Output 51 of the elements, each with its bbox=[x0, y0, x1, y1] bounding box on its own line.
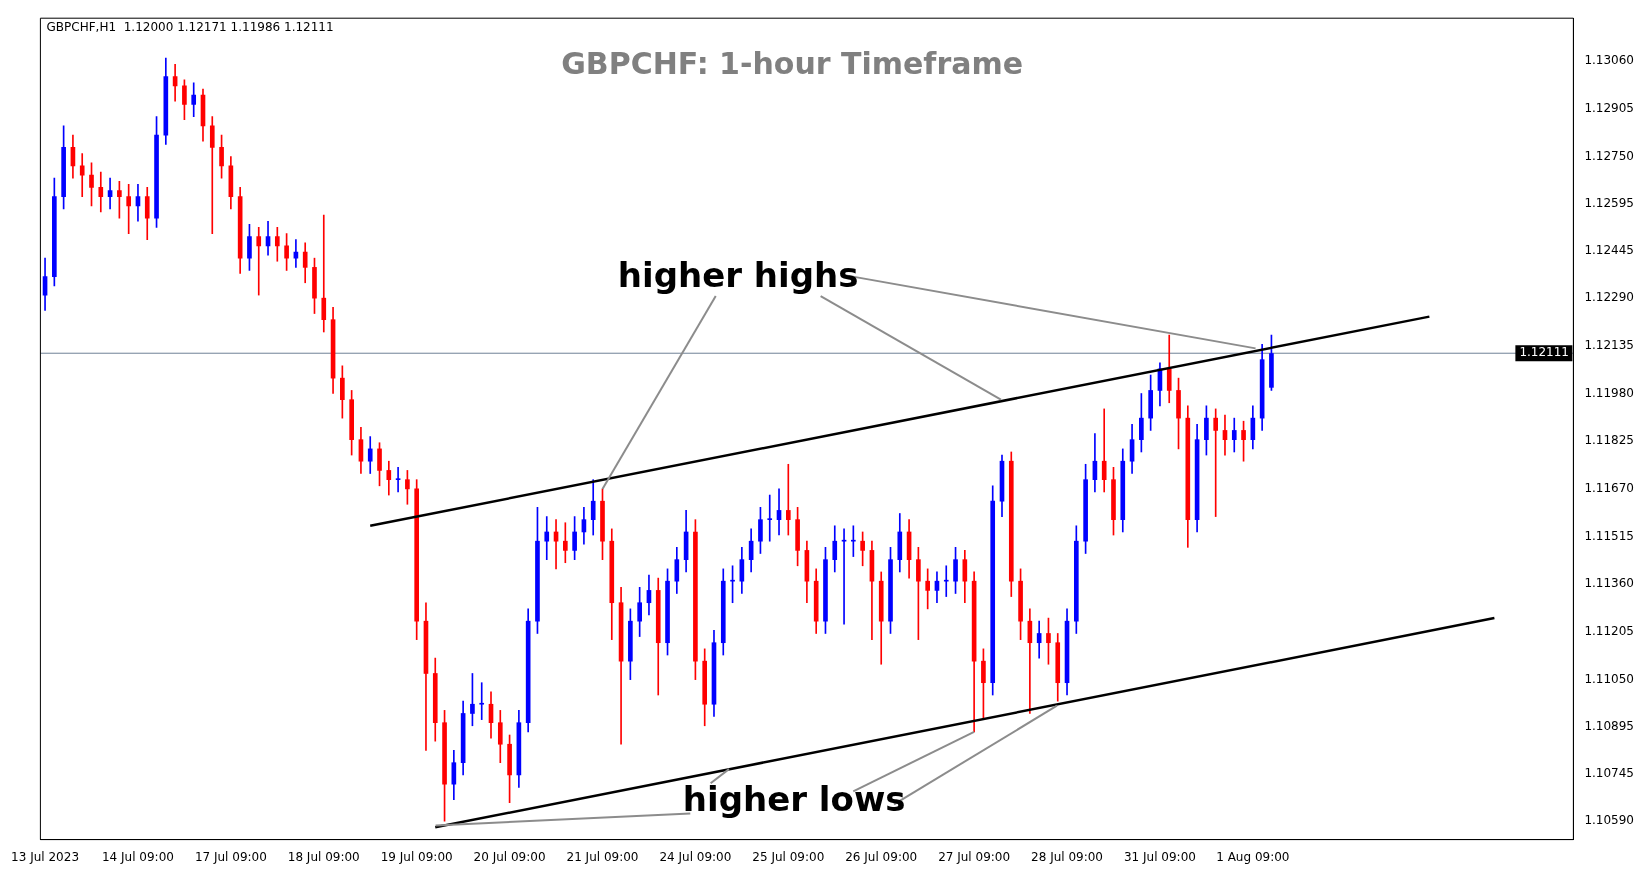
y-tick-label: 1.11515 bbox=[1584, 528, 1634, 543]
annotation: higher lows bbox=[682, 779, 906, 820]
candlestick bbox=[98, 171, 104, 213]
x-tick-label: 31 Jul 09:00 bbox=[1123, 849, 1196, 864]
x-tick-label: 28 Jul 09:00 bbox=[1031, 849, 1104, 864]
x-tick-label: 13 Jul 2023 bbox=[11, 849, 80, 864]
candlestick bbox=[321, 214, 327, 333]
candlestick bbox=[943, 565, 949, 597]
y-tick-label: 1.11205 bbox=[1584, 624, 1634, 639]
x-tick-label: 21 Jul 09:00 bbox=[566, 849, 639, 864]
y-tick-label: 1.12905 bbox=[1584, 101, 1634, 116]
x-tick-label: 24 Jul 09:00 bbox=[659, 849, 732, 864]
candlestick bbox=[79, 153, 85, 197]
x-tick-label: 19 Jul 09:00 bbox=[380, 849, 453, 864]
x-tick-label: 17 Jul 09:00 bbox=[194, 849, 267, 864]
y-tick-label: 1.10895 bbox=[1584, 719, 1634, 734]
x-tick-label: 26 Jul 09:00 bbox=[845, 849, 918, 864]
y-tick-label: 1.11360 bbox=[1584, 576, 1634, 591]
y-tick-label: 1.11825 bbox=[1584, 433, 1634, 448]
y-tick-label: 1.12290 bbox=[1584, 290, 1634, 305]
x-tick-label: 18 Jul 09:00 bbox=[287, 849, 360, 864]
y-tick-label: 1.10590 bbox=[1584, 813, 1634, 828]
y-tick-label: 1.12135 bbox=[1584, 337, 1634, 352]
y-tick-label: 1.11670 bbox=[1584, 481, 1634, 496]
y-tick-label: 1.12595 bbox=[1584, 196, 1634, 211]
ref-line-label: 1.12111 bbox=[1519, 345, 1569, 360]
y-tick-label: 1.13060 bbox=[1584, 53, 1634, 68]
y-tick-label: 1.12750 bbox=[1584, 148, 1634, 163]
x-tick-label: 27 Jul 09:00 bbox=[938, 849, 1011, 864]
candlestick bbox=[395, 467, 401, 493]
text: GBPCHF: 1-hour Timeframe bbox=[561, 46, 1024, 82]
candlestick bbox=[1213, 408, 1219, 517]
candlestick bbox=[479, 682, 485, 720]
y-tick-label: 1.10745 bbox=[1584, 765, 1634, 780]
annotation: GBPCHF,H1 1.12000 1.12171 1.11986 1.12111 bbox=[46, 20, 334, 35]
y-tick-label: 1.12445 bbox=[1584, 242, 1634, 257]
x-tick-label: 25 Jul 09:00 bbox=[752, 849, 825, 864]
x-tick-label: 1 Aug 09:00 bbox=[1216, 849, 1290, 864]
candlestick bbox=[544, 516, 550, 560]
x-tick-label: 14 Jul 09:00 bbox=[101, 849, 174, 864]
candlestick bbox=[209, 116, 215, 234]
candlestick bbox=[1101, 408, 1107, 493]
candlestick bbox=[841, 528, 847, 625]
x-tick-label: 20 Jul 09:00 bbox=[473, 849, 546, 864]
annotation: higher highs bbox=[617, 254, 859, 295]
candlestick bbox=[925, 568, 930, 610]
candlestick bbox=[256, 227, 262, 296]
y-tick-label: 1.11050 bbox=[1584, 671, 1634, 686]
candlestick bbox=[767, 494, 773, 542]
candlestick bbox=[785, 463, 791, 536]
y-tick-label: 1.11980 bbox=[1584, 385, 1634, 400]
